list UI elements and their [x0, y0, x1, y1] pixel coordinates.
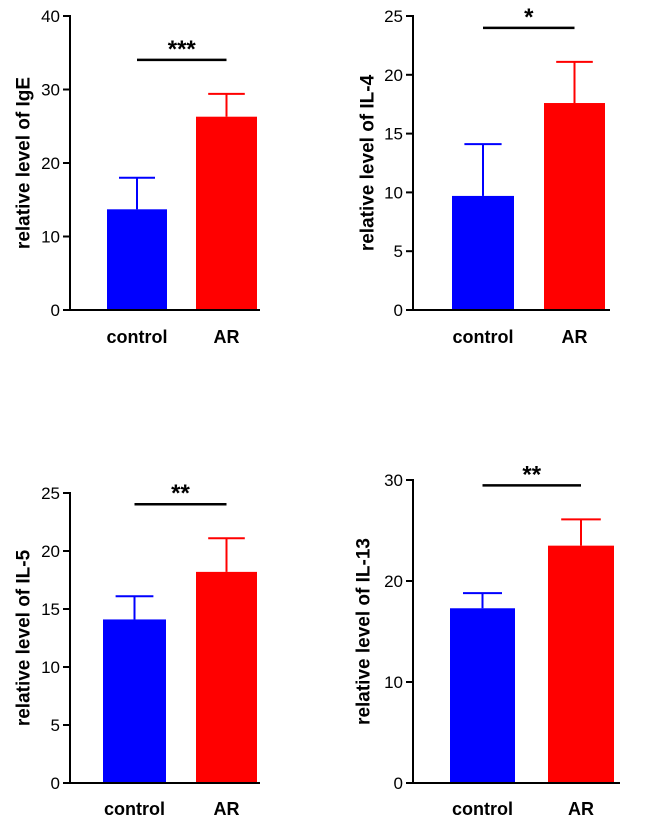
y-tick-label: 30 — [41, 81, 60, 100]
bar-control — [107, 209, 167, 310]
significance-stars: *** — [168, 36, 197, 63]
y-tick-label: 0 — [51, 301, 60, 320]
chart-panel-3: control AR 0 5 10 15 20 25 relative level of IL-… — [14, 480, 260, 819]
y-tick-label: 5 — [51, 716, 60, 735]
y-axis-label: relative level of IL-13 — [354, 538, 375, 725]
y-tick-label: 20 — [384, 66, 403, 85]
y-tick-label: 20 — [384, 572, 403, 591]
significance-stars: ** — [522, 461, 541, 488]
bar-AR — [196, 116, 257, 310]
y-tick-label: 0 — [394, 774, 403, 793]
bar-control — [452, 195, 514, 310]
category-label-AR: AR — [562, 327, 588, 347]
category-label-AR: AR — [214, 799, 240, 819]
chart-panel-4: control AR 0 10 20 30 relative level of IL-13 *… — [354, 461, 620, 819]
y-tick-label: 10 — [384, 673, 403, 692]
y-tick-label: 25 — [384, 7, 403, 26]
bar-AR — [196, 571, 257, 783]
y-tick-label: 30 — [384, 471, 403, 490]
y-tick-label: 0 — [394, 301, 403, 320]
y-tick-label: 20 — [41, 542, 60, 561]
category-label-AR: AR — [568, 799, 594, 819]
y-tick-label: 40 — [41, 7, 60, 26]
y-tick-label: 10 — [41, 228, 60, 247]
y-axis-label: relative level of IL-4 — [358, 74, 379, 251]
chart-panel-2: control AR 0 5 10 15 20 25 relative level of IL-… — [358, 4, 610, 347]
y-tick-label: 15 — [41, 600, 60, 619]
significance-stars: ** — [171, 480, 190, 507]
y-tick-label: 20 — [41, 154, 60, 173]
bar-control — [450, 608, 515, 783]
bar-control — [103, 619, 166, 783]
chart-panel-1: control AR 0 10 20 30 40 relative level of IgE *… — [14, 7, 260, 347]
y-axis-label: relative level of IL-5 — [14, 549, 35, 726]
y-axis-label: relative level of IgE — [14, 77, 35, 249]
y-tick-label: 5 — [394, 242, 403, 261]
significance-stars: * — [524, 4, 534, 31]
category-label-control: control — [452, 799, 513, 819]
y-tick-label: 0 — [51, 774, 60, 793]
category-label-control: control — [453, 327, 514, 347]
category-label-control: control — [107, 327, 168, 347]
category-label-AR: AR — [214, 327, 240, 347]
y-tick-label: 10 — [41, 658, 60, 677]
y-tick-label: 10 — [384, 183, 403, 202]
category-label-control: control — [104, 799, 165, 819]
bar-AR — [544, 103, 605, 310]
y-tick-label: 25 — [41, 484, 60, 503]
bar-AR — [548, 545, 614, 783]
y-tick-label: 15 — [384, 125, 403, 144]
